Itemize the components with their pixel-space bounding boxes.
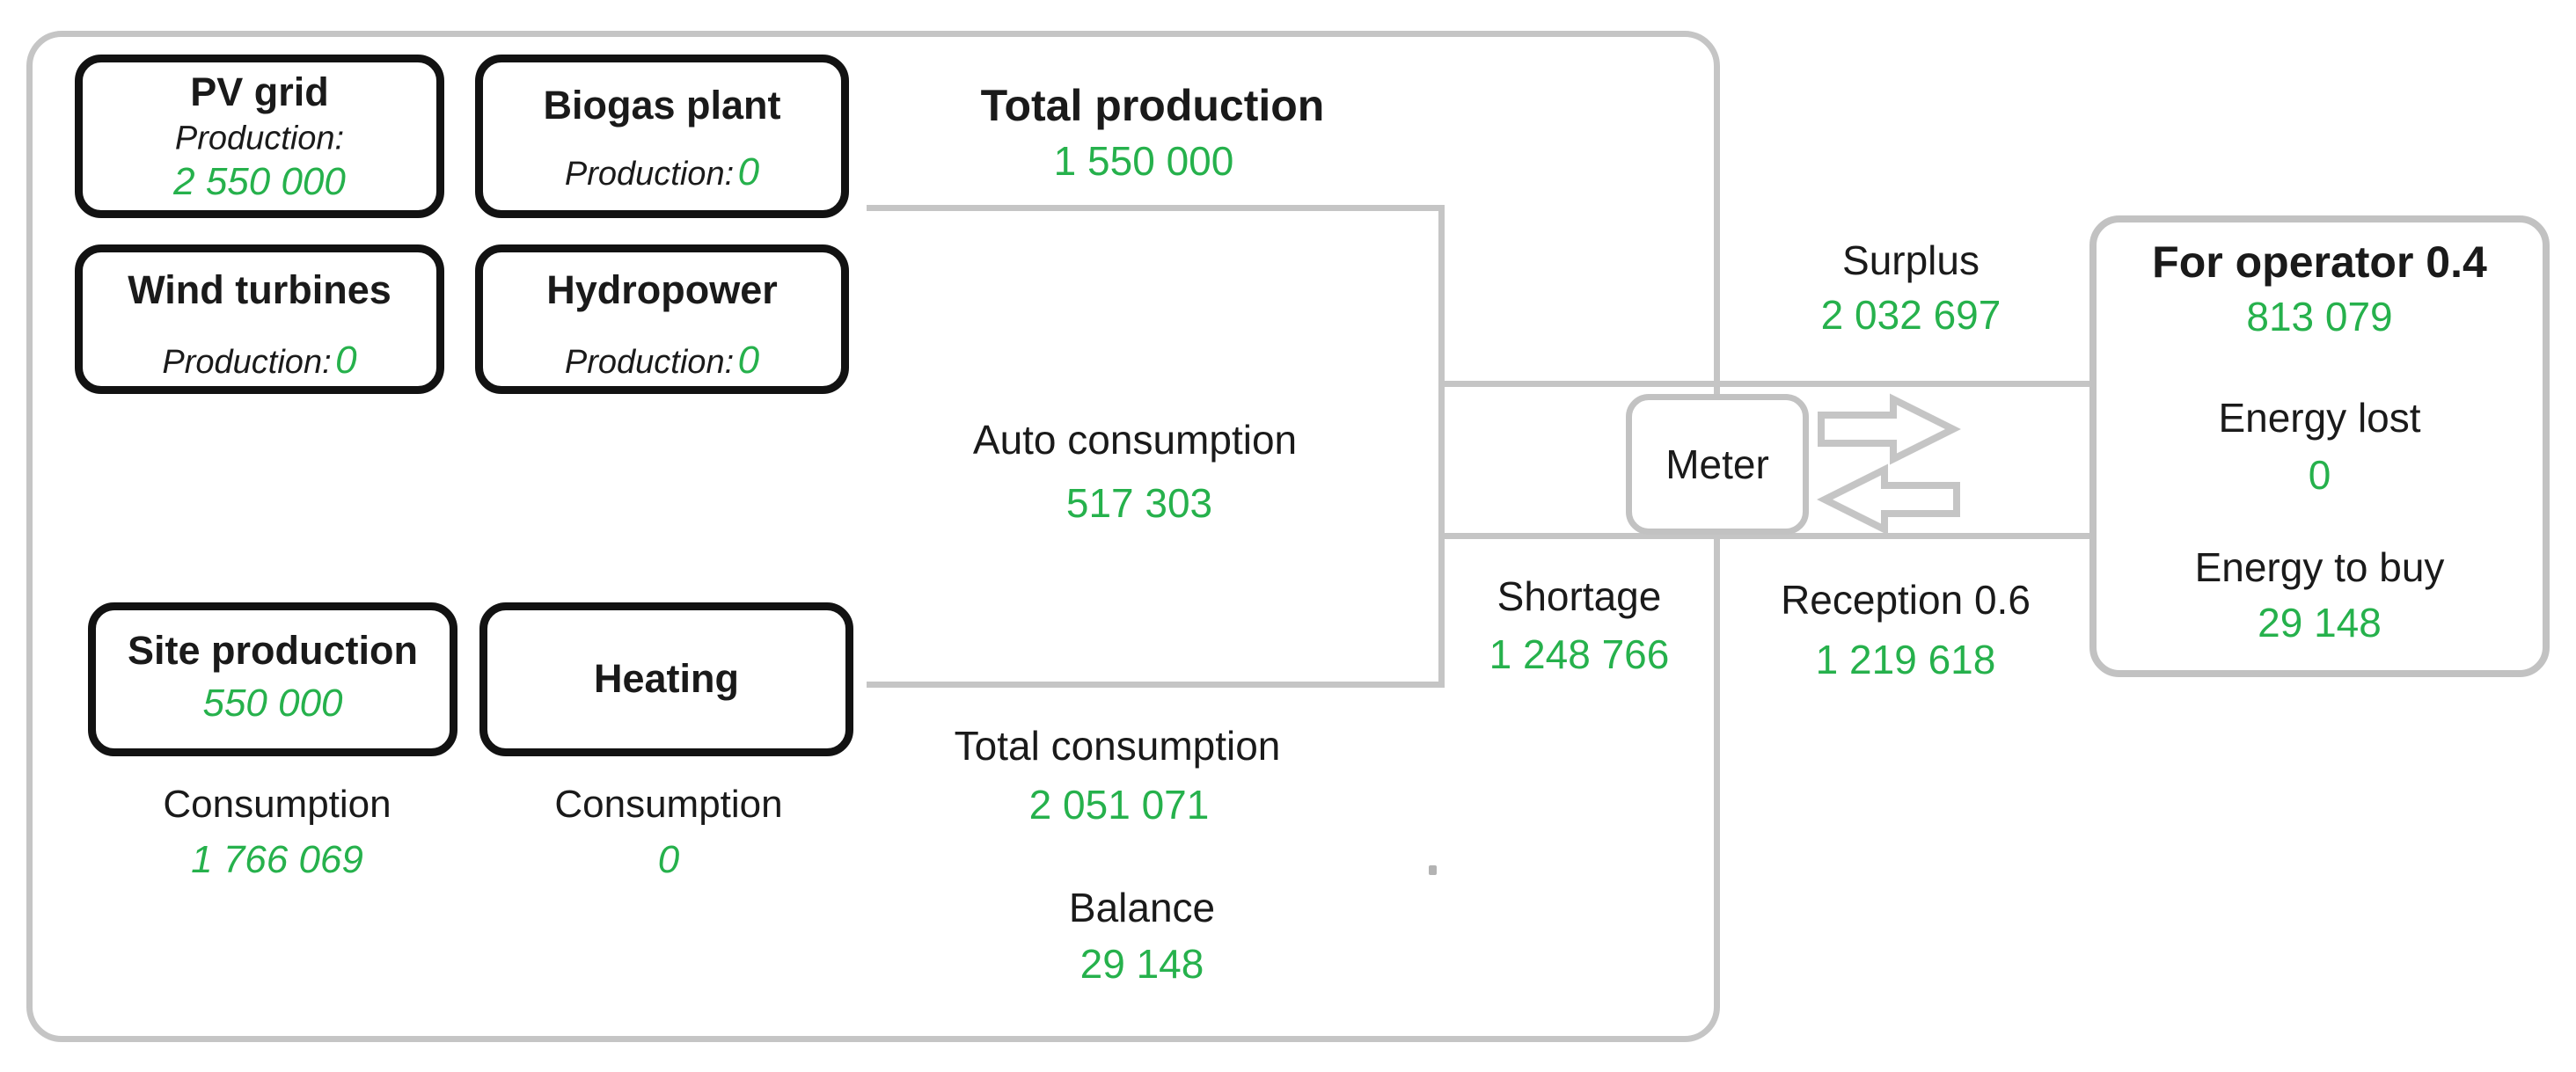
pv-grid-production-label: Production:	[174, 120, 345, 157]
total-consumption-value: 2 051 071	[1028, 782, 1210, 828]
meter-channel-line-top	[1445, 381, 2089, 387]
heating-consumption-value: 0	[657, 838, 680, 881]
site-consumption-label: Consumption	[163, 783, 392, 826]
biogas-title: Biogas plant	[543, 83, 781, 128]
balance-value: 29 148	[1079, 941, 1204, 987]
biogas-production-label: Production:	[564, 156, 735, 193]
heating-title: Heating	[593, 656, 739, 701]
stray-dot	[1429, 865, 1437, 875]
arrow-left-icon	[1817, 463, 1960, 536]
for-operator-value: 813 079	[2246, 294, 2393, 339]
biogas-production-value: 0	[737, 150, 760, 193]
meter-channel-line-bottom	[1445, 533, 2089, 539]
meter-label: Meter	[1665, 441, 1769, 487]
wind-production-label: Production:	[162, 344, 332, 381]
hydro-production-label: Production:	[564, 344, 735, 381]
pv-grid-box: PV grid Production: 2 550 000	[75, 55, 444, 218]
total-production-label: Total production	[980, 81, 1325, 130]
auto-consumption-line-bottom	[867, 682, 1445, 688]
for-operator-title: For operator 0.4	[2152, 237, 2487, 287]
hydro-production-value: 0	[737, 339, 760, 382]
surplus-value: 2 032 697	[1820, 292, 2002, 338]
heating-box: Heating	[479, 602, 853, 756]
pv-grid-production-value: 2 550 000	[173, 160, 346, 203]
biogas-production-line: Production: 0	[483, 150, 841, 194]
total-consumption-label: Total consumption	[954, 723, 1281, 769]
site-production-value: 550 000	[202, 682, 343, 725]
energy-lost-label: Energy lost	[2218, 395, 2421, 441]
surplus-label: Surplus	[1842, 237, 1980, 283]
reception-value: 1 219 618	[1815, 637, 1996, 682]
wind-title: Wind turbines	[128, 267, 392, 312]
wind-production-value: 0	[335, 339, 357, 382]
for-operator-box: For operator 0.4 813 079 Energy lost 0 E…	[2089, 215, 2550, 677]
hydro-production-line: Production: 0	[483, 339, 841, 383]
auto-consumption-line-right	[1438, 205, 1445, 688]
biogas-plant-box: Biogas plant Production: 0	[475, 55, 849, 218]
auto-consumption-line-top	[867, 205, 1445, 211]
total-production-value: 1 550 000	[1053, 138, 1234, 184]
heating-consumption-label: Consumption	[554, 783, 783, 826]
energy-exchange-arrows	[1817, 393, 1961, 536]
wind-turbines-box: Wind turbines Production: 0	[75, 244, 444, 394]
hydro-title: Hydropower	[546, 267, 778, 312]
site-production-box: Site production 550 000	[88, 602, 457, 756]
wind-production-line: Production: 0	[83, 339, 436, 383]
auto-consumption-value: 517 303	[1065, 480, 1213, 526]
balance-label: Balance	[1068, 885, 1216, 930]
energy-to-buy-label: Energy to buy	[2194, 544, 2445, 590]
shortage-value: 1 248 766	[1489, 631, 1670, 677]
meter-box: Meter	[1626, 394, 1809, 535]
arrow-right-icon	[1818, 393, 1961, 465]
energy-lost-value: 0	[2308, 452, 2331, 498]
energy-to-buy-value: 29 148	[2258, 600, 2382, 645]
shortage-label: Shortage	[1497, 573, 1662, 619]
pv-grid-title: PV grid	[190, 69, 329, 114]
auto-consumption-label: Auto consumption	[972, 417, 1298, 463]
site-consumption-value: 1 766 069	[191, 838, 363, 881]
hydropower-box: Hydropower Production: 0	[475, 244, 849, 394]
site-production-title: Site production	[128, 628, 418, 673]
reception-label: Reception 0.6	[1781, 577, 2031, 623]
